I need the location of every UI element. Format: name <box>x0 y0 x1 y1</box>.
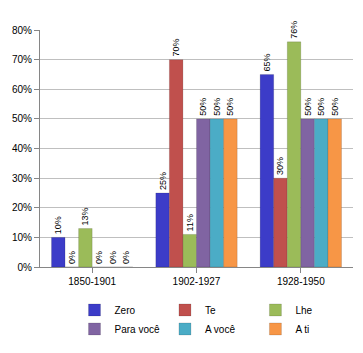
svg-text:65%: 65% <box>262 53 272 71</box>
svg-text:20%: 20% <box>12 202 32 213</box>
svg-text:10%: 10% <box>53 216 63 234</box>
svg-text:50%: 50% <box>12 113 32 124</box>
svg-text:13%: 13% <box>80 207 90 225</box>
svg-text:80%: 80% <box>12 25 32 36</box>
svg-text:50%: 50% <box>316 98 326 116</box>
svg-text:10%: 10% <box>12 232 32 243</box>
svg-text:Lhe: Lhe <box>295 305 312 316</box>
svg-text:A ti: A ti <box>295 324 309 335</box>
svg-text:Zero: Zero <box>115 305 136 316</box>
svg-text:30%: 30% <box>275 157 285 175</box>
svg-text:70%: 70% <box>171 39 181 57</box>
svg-text:0%: 0% <box>121 251 131 264</box>
svg-text:70%: 70% <box>12 54 32 65</box>
svg-text:11%: 11% <box>185 214 195 231</box>
svg-text:Para você: Para você <box>115 324 160 335</box>
svg-text:40%: 40% <box>12 143 32 154</box>
svg-text:50%: 50% <box>303 98 313 116</box>
svg-text:60%: 60% <box>12 84 32 95</box>
svg-text:50%: 50% <box>225 98 235 116</box>
svg-text:0%: 0% <box>18 262 33 273</box>
svg-text:50%: 50% <box>330 98 340 116</box>
svg-text:1902-1927: 1902-1927 <box>173 276 221 287</box>
svg-text:76%: 76% <box>289 21 299 39</box>
svg-text:1928-1950: 1928-1950 <box>277 276 325 287</box>
svg-text:50%: 50% <box>198 98 208 116</box>
svg-text:0%: 0% <box>108 251 118 264</box>
svg-text:25%: 25% <box>158 172 168 190</box>
svg-text:0%: 0% <box>94 251 104 264</box>
svg-text:30%: 30% <box>12 173 32 184</box>
svg-text:Te: Te <box>205 305 216 316</box>
svg-text:50%: 50% <box>212 98 222 116</box>
svg-text:1850-1901: 1850-1901 <box>68 276 116 287</box>
svg-text:0%: 0% <box>67 251 77 264</box>
svg-text:A você: A você <box>205 324 235 335</box>
